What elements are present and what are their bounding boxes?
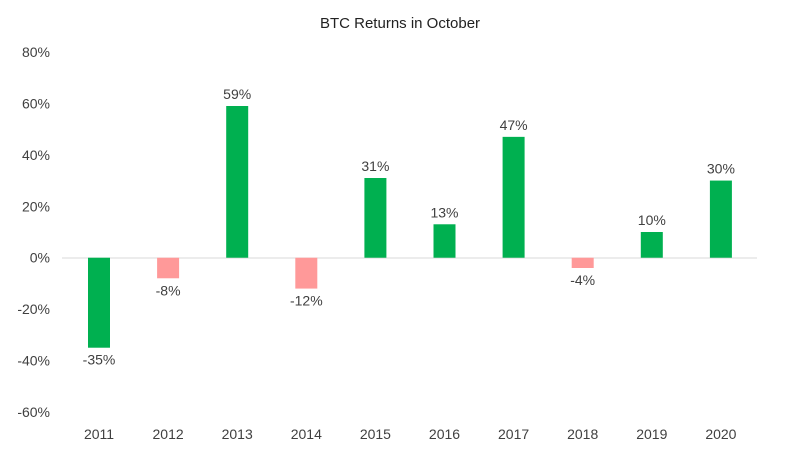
data-label: 13% bbox=[430, 204, 458, 220]
bar-2017 bbox=[502, 136, 525, 258]
x-tick-label: 2014 bbox=[291, 426, 322, 442]
data-label: 31% bbox=[361, 158, 389, 174]
y-tick-label: 20% bbox=[22, 198, 50, 214]
y-tick-label: -60% bbox=[17, 404, 50, 420]
data-label: 30% bbox=[707, 161, 735, 177]
y-tick-label: 80% bbox=[22, 44, 50, 60]
bar-2020 bbox=[709, 180, 732, 258]
x-tick-label: 2012 bbox=[153, 426, 184, 442]
data-label: -12% bbox=[290, 293, 323, 309]
x-tick-label: 2015 bbox=[360, 426, 391, 442]
bar-2015 bbox=[364, 178, 387, 258]
x-tick-label: 2013 bbox=[222, 426, 253, 442]
y-axis: 80% 60% 40% 20% 0% -20% -40% -60% bbox=[17, 44, 50, 420]
bar-2013 bbox=[226, 106, 249, 258]
bar-2016 bbox=[433, 224, 456, 258]
x-tick-label: 2020 bbox=[705, 426, 736, 442]
x-tick-label: 2016 bbox=[429, 426, 460, 442]
y-tick-label: 40% bbox=[22, 147, 50, 163]
y-tick-label: -20% bbox=[17, 301, 50, 317]
y-tick-label: 0% bbox=[30, 250, 50, 266]
bar-2019 bbox=[640, 232, 663, 258]
x-tick-label: 2017 bbox=[498, 426, 529, 442]
y-tick-label: 60% bbox=[22, 95, 50, 111]
data-label: 10% bbox=[638, 212, 666, 228]
bar-2018 bbox=[571, 257, 594, 268]
x-tick-label: 2019 bbox=[636, 426, 667, 442]
bar-2011 bbox=[88, 257, 110, 348]
data-label: 59% bbox=[223, 86, 251, 102]
bars: -35% -8% 59% -12% 31% 13% 47% -4% 10% 30% bbox=[83, 86, 735, 368]
bar-2014 bbox=[295, 257, 318, 289]
bar-2012 bbox=[157, 257, 180, 279]
x-axis: 2011 2012 2013 2014 2015 2016 2017 2018 2019 2020 bbox=[84, 426, 737, 442]
y-tick-label: -40% bbox=[17, 353, 50, 369]
data-label: -8% bbox=[156, 282, 181, 298]
data-label: -35% bbox=[83, 352, 116, 368]
data-label: -4% bbox=[570, 272, 595, 288]
data-label: 47% bbox=[500, 117, 528, 133]
x-tick-label: 2011 bbox=[84, 426, 114, 442]
x-tick-label: 2018 bbox=[567, 426, 598, 442]
chart-title: BTC Returns in October bbox=[320, 15, 480, 32]
